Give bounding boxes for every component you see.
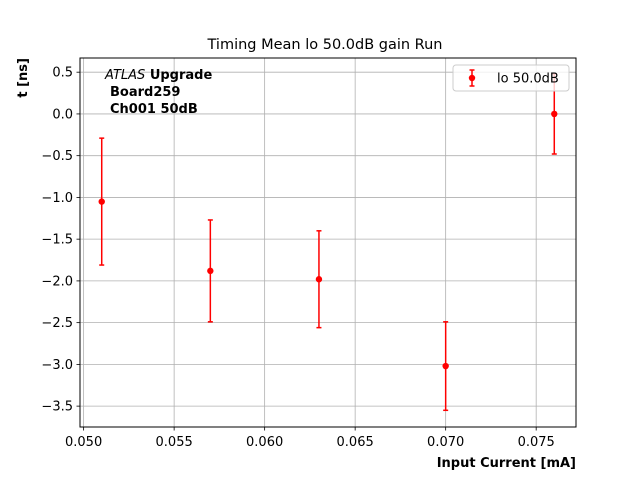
annotation-channel: Ch001 50dB — [110, 102, 198, 117]
data-point-group — [98, 137, 105, 266]
annotation-atlas: ATLAS — [104, 68, 145, 83]
data-point-group — [442, 321, 449, 412]
plot-area — [80, 58, 576, 427]
y-tick-label: −0.5 — [41, 149, 73, 164]
x-tick-label: 0.075 — [518, 435, 555, 450]
x-tick-label: 0.055 — [156, 435, 193, 450]
legend-box — [452, 64, 570, 92]
y-axis-label: t [ns] — [16, 58, 31, 98]
atlas-annotation: ATLAS Upgrade Board259 Ch001 50dB — [104, 68, 212, 117]
data-point-group — [207, 219, 214, 323]
x-tick-label: 0.070 — [427, 435, 464, 450]
y-tick-label: 0.5 — [52, 66, 73, 81]
y-tick-label: −3.5 — [41, 400, 73, 415]
annotation-board: Board259 — [110, 85, 180, 100]
y-tick-label: −2.0 — [41, 274, 73, 289]
y-tick-label: −3.0 — [41, 358, 73, 373]
annotation-line-1: ATLAS Upgrade — [104, 68, 212, 83]
legend-label: lo 50.0dB — [497, 72, 559, 87]
x-tick-label: 0.050 — [65, 435, 102, 450]
y-tick-label: −1.5 — [41, 233, 73, 248]
legend-point — [468, 74, 476, 82]
annotation-upgrade: Upgrade — [150, 68, 213, 83]
x-axis-label: Input Current [mA] — [437, 456, 576, 471]
data-point — [442, 362, 449, 370]
x-tick-label: 0.060 — [246, 435, 283, 450]
axis-ticks: 0.050 0.055 0.060 0.065 0.070 0.075 0.5 0.0 −0.5… — [41, 66, 554, 450]
data-point — [207, 267, 214, 275]
chart-title: Timing Mean lo 50.0dB gain Run — [207, 37, 443, 53]
x-tick-label: 0.065 — [337, 435, 374, 450]
y-tick-label: −1.0 — [41, 191, 73, 206]
data-point — [551, 110, 558, 118]
data-point — [98, 198, 105, 205]
legend: lo 50.0dB — [452, 64, 570, 92]
y-tick-label: −2.5 — [41, 316, 73, 331]
data-point — [315, 276, 323, 283]
legend-marker — [468, 69, 476, 87]
plot-frame — [79, 57, 577, 428]
y-tick-label: 0.0 — [52, 107, 73, 122]
data-point-group — [315, 230, 323, 329]
series-lo-50dB — [98, 73, 558, 412]
